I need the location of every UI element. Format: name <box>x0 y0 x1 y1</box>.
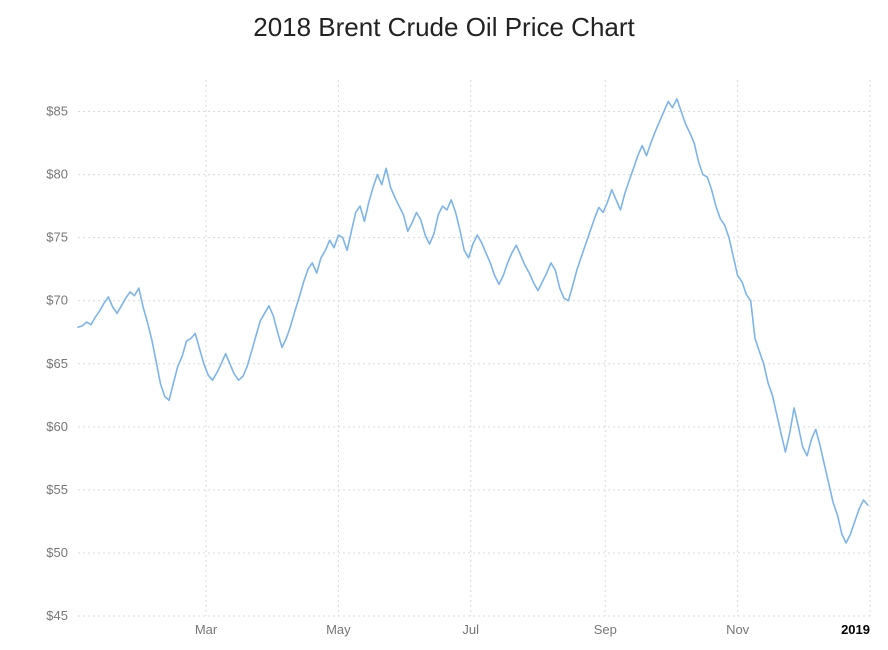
y-axis-label: $50 <box>46 545 68 560</box>
y-axis-label: $70 <box>46 293 68 308</box>
x-axis-label: May <box>326 622 351 637</box>
y-axis-label: $85 <box>46 104 68 119</box>
x-axis-label: 2019 <box>841 622 870 637</box>
chart-container: 2018 Brent Crude Oil Price Chart $45$50$… <box>0 0 888 650</box>
y-axis-label: $65 <box>46 356 68 371</box>
y-axis-label: $75 <box>46 230 68 245</box>
y-axis-label: $80 <box>46 167 68 182</box>
x-axis-label: Jul <box>462 622 479 637</box>
x-axis-label: Sep <box>594 622 617 637</box>
y-axis-label: $60 <box>46 419 68 434</box>
y-axis-label: $45 <box>46 608 68 623</box>
x-axis-label: Mar <box>195 622 218 637</box>
x-axis-label: Nov <box>726 622 750 637</box>
y-axis-label: $55 <box>46 482 68 497</box>
chart-svg: $45 $50 $55 $60 $65 $70 $75 $80 $85 Mar May Jul Sep N… <box>0 0 888 650</box>
price-line <box>78 99 868 543</box>
